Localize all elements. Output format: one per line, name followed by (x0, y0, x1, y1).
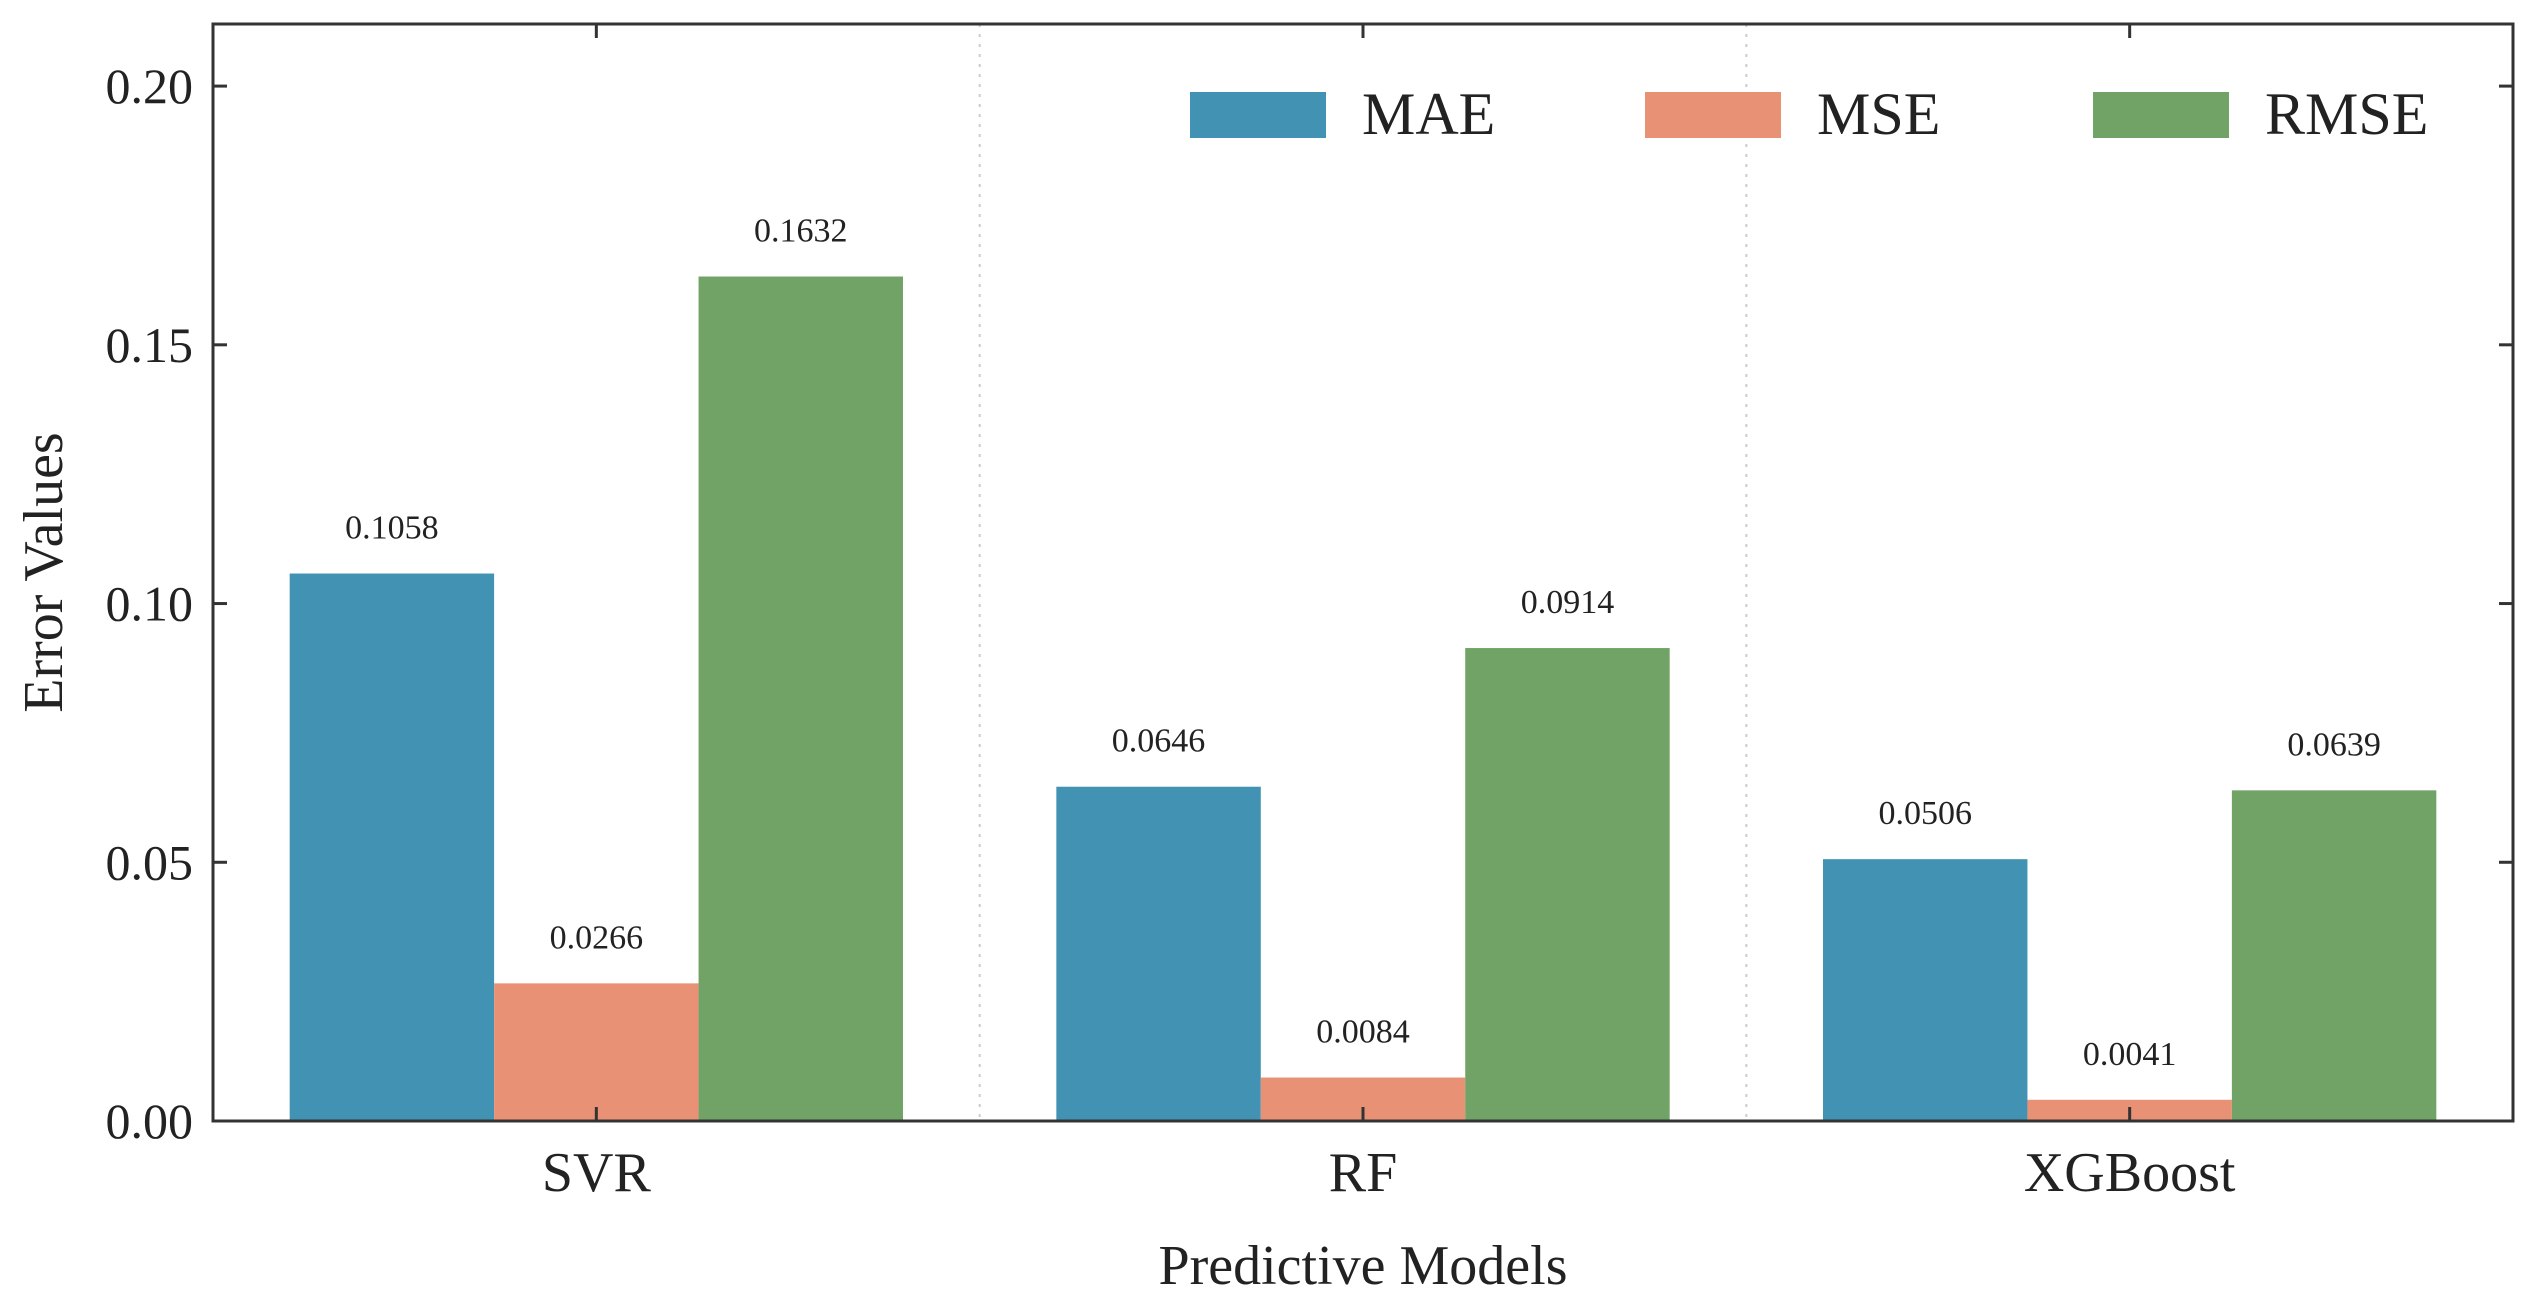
x-tick-label-xgboost: XGBoost (2024, 1142, 2236, 1204)
bar-rmse-xgboost (2231, 790, 2437, 1121)
bar-mae-svr (289, 573, 495, 1121)
bar-mae-xgboost (1823, 859, 2028, 1121)
data-label-mae-xgboost: 0.0506 (1878, 795, 1972, 832)
data-label-mae-rf: 0.0646 (1112, 723, 1206, 760)
plot-border (211, 22, 2515, 1123)
bar-rmse-rf (1465, 648, 1670, 1121)
x-tick-label-rf: RF (1329, 1142, 1398, 1204)
legend-label-mae: MAE (1362, 81, 1495, 147)
y-tick-label: 0.00 (106, 1093, 194, 1149)
bar-mse-svr (494, 983, 699, 1121)
legend-swatch-mae (1190, 92, 1326, 138)
legend-label-mse: MSE (1817, 81, 1940, 147)
data-label-rmse-svr: 0.1632 (754, 213, 848, 250)
data-label-mae-svr: 0.1058 (345, 510, 439, 547)
data-label-mse-svr: 0.0266 (550, 919, 644, 956)
plot-frame (211, 22, 2515, 1123)
data-label-mse-xgboost: 0.0041 (2083, 1036, 2177, 1073)
legend-label-rmse: RMSE (2265, 81, 2428, 147)
data-label-rmse-rf: 0.0914 (1521, 584, 1615, 621)
legend: MAE MSE RMSE (1190, 81, 2428, 147)
legend-swatch-rmse (2093, 92, 2229, 138)
bar-rmse-svr (698, 276, 903, 1121)
axis-ticks: 0.00 0.05 0.10 0.15 0.20 SVR RF XGBoost (106, 24, 2513, 1204)
x-tick-label-svr: SVR (542, 1142, 652, 1204)
y-tick-label: 0.15 (106, 317, 194, 373)
data-labels: 0.1058 0.0646 0.0506 0.0266 0.0084 0.0041 0.16… (345, 213, 2381, 1073)
x-axis-label: Predictive Models (1158, 1235, 1567, 1297)
data-label-rmse-xgboost: 0.0639 (2287, 726, 2381, 763)
grid-lines (978, 24, 1748, 1121)
bars (289, 276, 2437, 1121)
bar-mae-rf (1056, 786, 1261, 1121)
y-axis-label: Error Values (13, 432, 75, 712)
y-tick-label: 0.20 (106, 58, 194, 114)
legend-swatch-mse (1645, 92, 1781, 138)
y-tick-label: 0.10 (106, 576, 194, 632)
y-tick-label: 0.05 (106, 834, 194, 890)
data-label-mse-rf: 0.0084 (1316, 1014, 1410, 1051)
